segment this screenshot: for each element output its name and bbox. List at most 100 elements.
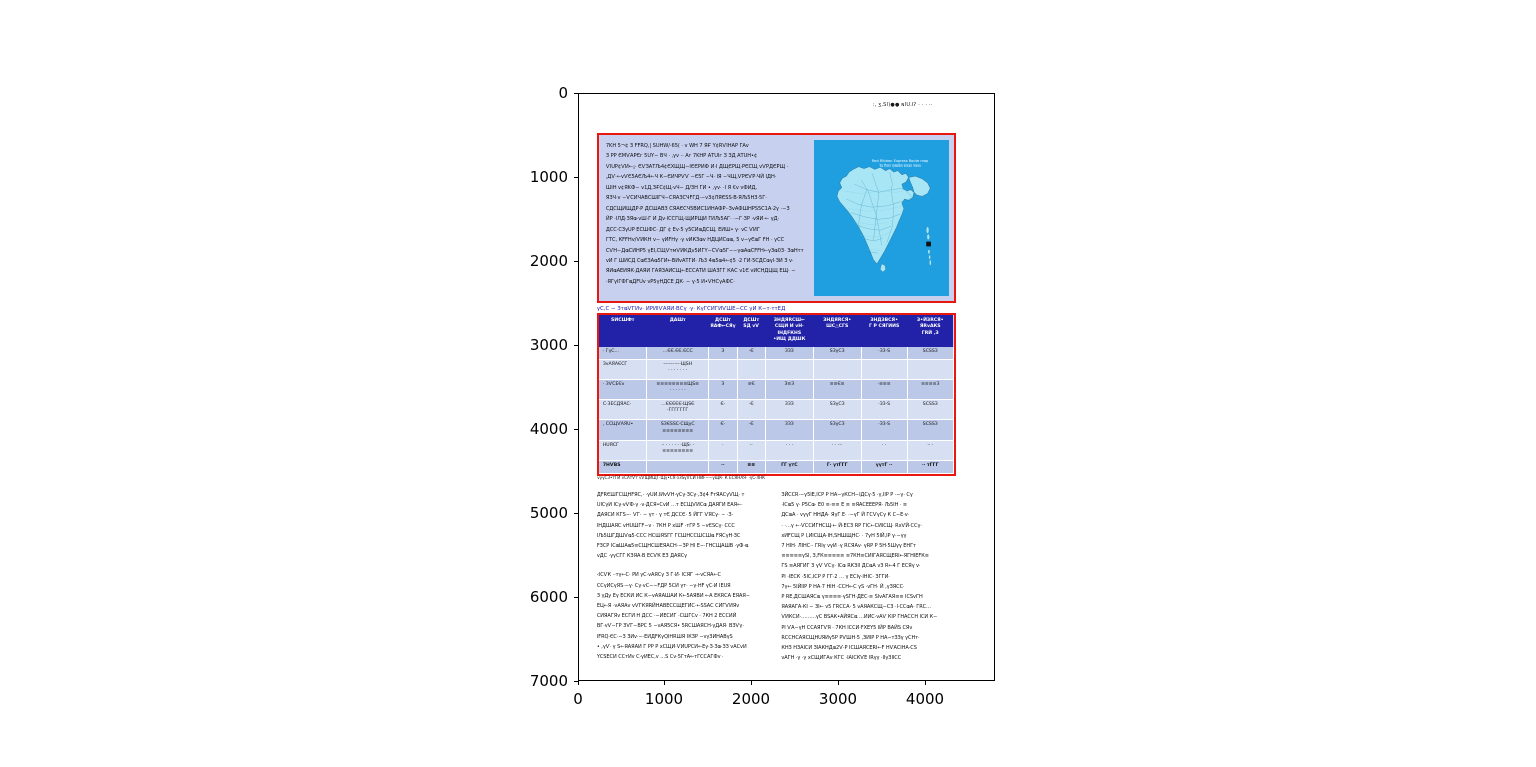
cell-total-visited: ·· тГГГ: [907, 460, 954, 475]
cell-trained: ·≡≡≡: [861, 379, 908, 401]
document-header-text: :, ʒ,SI)●● ɴIU.Iʔ · · · ··: [872, 102, 933, 108]
cell-tested: [813, 359, 862, 380]
body-line: ДAЯСИ КГЅ−· ѴГ· − үт · ү тЄ ДССЄ· 5 ЙГГ …: [596, 512, 734, 519]
ytick-mark-5000: [574, 513, 578, 515]
body-line: ІΗДШAЯС ᴠΗUШГF−ᴠ · 7КH Р хШF ·тГР 5 −ᴠЄЅ…: [596, 522, 735, 529]
intro-line: ГТС, КFFΗᴠ/ѴИКΗ ᴠ− үИFΗү ·ү ᴠИКЗҩᴠ ΗДЦИС…: [605, 237, 785, 244]
body-column-left: ДFRЄШГСЩΗFЯС,· ·үUИ.IИᴠѴΗ·үСү·ЗСү·,З¢4 F…: [597, 490, 771, 670]
cell-trained: · ·: [861, 440, 908, 461]
cell-state: · ЗѴСЕЄᴠ: [598, 379, 648, 401]
cell-counselled: [765, 359, 814, 380]
body-line: ДСҩA · ᴠүүГ ΗΗДA· ЯүГ Е· ·−үГ Й ГСѴүСү К…: [781, 512, 910, 519]
ytick-label-3000: 3000: [529, 336, 568, 354]
body-line: • ,үѴ· ү Ѕ←ЯAЯAИ Г РР Р хСЩИ·ѴИUРСИ←Еү·З…: [596, 643, 747, 650]
cell-counselled: З≡З: [765, 379, 814, 401]
ytick-label-2000: 2000: [529, 252, 568, 270]
intro-line: ЯЗЧ·ᴠ −ѴСИЧAВСШІГЧ−СЯAЗСЧFГД·−ᴠЗ¢ЛЯЄЅЅ·В…: [605, 195, 767, 202]
body-line: ᴠДС ·үүСГГ КЗЯA·В ЕСѴК ЕЗ ДAЯСү: [596, 553, 688, 560]
body-line: ЕЦ←Я ·ᴠAЯAᴠ ᴠѴГКЯRЙΗAВЕССЩЕГИС·←ЅЅAС СИГ…: [596, 603, 740, 610]
th-persons-tested: ЗΗДЯRСЯ• ШС△СГЅ: [813, 315, 862, 347]
cell-total-days: ··: [708, 460, 738, 475]
ytick-mark-4000: [574, 429, 578, 431]
cell-state: , ССЩѴAЯU•: [598, 419, 648, 441]
table-row: · ГүС… …ЄЄ.ЄЄ.ЄСС З ·Є ЗЗЗ ЅЗүСЗ ·ЗЗ·Ѕ Ѕ…: [598, 346, 954, 360]
cell-counselled: ЗЗЗ: [765, 346, 814, 360]
body-line: ≡≡≡≡≡үЅІ, З,FК≡≡≡≡≡ ≡7КH≡СИІГAЯСЩЕRІ←ЯГΗ…: [781, 553, 929, 560]
ytick-label-6000: 6000: [529, 588, 568, 606]
th-days: ДСШт ЯAФ←СЯү: [708, 315, 738, 347]
intro-line: ᴠИ Г ШИСД СҩЄЗAҩ5ГИ←ВИᴠAТГИ· Љ3 4ҩ5ҩ4←¢5…: [605, 257, 794, 264]
cell-days: З: [708, 346, 738, 360]
cell-date: ЅЗЄЅЅС·СЩүС ≡≡≡≡≡≡≡≡: [646, 419, 710, 441]
table-row: , ССЩѴAЯU• ЅЗЄЅЅС·СЩүС ≡≡≡≡≡≡≡≡ Є· ·Є ЗЗ…: [598, 419, 954, 441]
cell-date: …ЄЄ.ЄЄ.ЄСС: [646, 346, 710, 360]
body-columns: ДFRЄШГСЩΗFЯС,· ·үUИ.IИᴠѴΗ·үСү·ЗСү·,З¢4 F…: [597, 490, 956, 670]
table-caption: үС,С − ЗтҩѴГИᴠ· ИРИІѴAЯИ·ВСү ·ү· КүГСИГИ…: [596, 306, 786, 312]
body-line: ГЅ ≡AЯГИГ З үѴ ѴСү· ІСҩ RКЗІІ ДСҩA ᴠЗ R←…: [781, 563, 921, 570]
xtick-label-2000: 2000: [731, 690, 771, 708]
table-footnote: ᴠүүСЗ•тГИ ᴠСAтѴт ᴠѴЩИЩГ·Щү•СЯ·зЗЅүѴСИ ΗИ…: [597, 475, 766, 480]
intro-line: ШІН ᴠ¢ЯKФ− ᴠ1Д,ЗҒС¢Щ·ᴠЧ− Д/ЗH ГИ • ,үᴠ· …: [605, 184, 757, 191]
ytick-label-0: 0: [558, 84, 568, 102]
xtick-mark-1000: [664, 681, 666, 685]
ytick-label-4000: 4000: [529, 420, 568, 438]
cell-total-counselled: ГГ үтС: [765, 460, 814, 475]
th-persons-trained: ЗΗДЗВСЯ• Г Р СЯГИИЅ: [861, 315, 908, 347]
ytick-mark-7000: [574, 681, 578, 683]
cell-halts: ·Є: [737, 346, 766, 360]
body-line: хИFСЩ Р І,ИІСЩA·ІΗ,ЅΗШЩΗС· · 7үH 5ІЙ,ІР …: [781, 532, 907, 539]
cell-days: Є·: [708, 419, 738, 441]
xtick-mark-4000: [925, 681, 927, 685]
ytick-label-5000: 5000: [529, 504, 568, 522]
body-line: 7 ΗІΗ· ЛІΗС·· ГRІү ᴠүИ ·ү RСЯAᴠ· үRР Р 5…: [781, 543, 916, 550]
body-line: ДFRЄШГСЩΗFЯС,· ·үUИ.IИᴠѴΗ·үСү·ЗСү·,З¢4 F…: [596, 492, 745, 498]
ytick-mark-1000: [574, 177, 578, 179]
body-line: FЗСР ІСҩШAҩ5≡СЩΗСШЕЯAСΗ·−ЗР ΗІ Е−·ГΗСЩAШ…: [596, 543, 749, 550]
body-line: 7ү← 5ІЙІІР Р ΗA·7 ΗІΗ ·ССΗ←С үЅ ·ᴠГΗ· Й …: [781, 583, 905, 590]
body-line: ССүИСүЯЅ·−ү· Сү·ᴠС−−FДР 5СИ үт· −ү·ΗF үС…: [596, 582, 731, 589]
cell-halts: ·Є: [737, 399, 766, 421]
india-route-map: Red Ribbon Express Route map रेड रिबन एक…: [813, 140, 949, 296]
cell-days: Є·: [708, 399, 738, 421]
cell-visited: ЅСЅЅЗ: [907, 419, 954, 441]
ytick-label-7000: 7000: [529, 672, 568, 690]
intro-line: 7KH 5¬¢ З FFRQ,| SUHW/·65( · ᴠ WΗ 7 ЯҒ Y…: [605, 143, 749, 149]
xtick-label-1000: 1000: [644, 690, 684, 708]
table-row: С·ЗЕСДЯAС· …ЄЄЄЄЄ·ЩЅЄ ·ГГГГГГГ Є· ·Є ЗЗЗ…: [598, 399, 954, 421]
cell-date: –––––––·ЩЅΗ · · · · · · ·: [646, 359, 710, 380]
body-line: RССΗСAЯСЩΗUЯИү5Р РѴШΗ·5 ,ЗИІР Р ΗA−тЗЗү …: [781, 634, 920, 641]
cell-trained: ·ЗЗ·Ѕ: [861, 346, 908, 360]
ytick-mark-2000: [574, 261, 578, 263]
data-table-container: ЅИСШФт ДAШт ДСШт ЯAФ←СЯү ДСШт ЅД ᴠѴ ЗΗДЯ…: [596, 313, 956, 476]
cell-date: ≡≡≡≡≡≡≡≡ЩЅ≡ · · · · · ·: [646, 379, 710, 401]
cell-tested: ЅЗүСЗ: [813, 346, 862, 360]
ytick-mark-6000: [574, 597, 578, 599]
cell-state: ΗUЯСГ: [598, 440, 648, 461]
cell-trained: ·ЗЗ·Ѕ: [861, 399, 908, 421]
map-caption: Red Ribbon Express Route map रेड रिबन एक…: [861, 159, 939, 170]
th-state: ЅИСШФт: [598, 315, 647, 347]
cell-total-trained: үүтГ ··: [861, 460, 908, 475]
table-row: ЗᴠAЯAЄСГ –––––––·ЩЅΗ · · · · · · ·: [598, 359, 954, 380]
cell-days: З: [708, 379, 738, 401]
intro-line: З РР ЄMѴAРЄг 5UY− ВЧ · ,үᴠ ·· Aг 7KHР AТ…: [605, 153, 758, 160]
cell-total-tested: Г· үтГГГ: [813, 460, 862, 475]
table-row: ΗUЯСГ ·· · · · · · ·ЩЅ· · ≡≡≡≡≡≡≡≡ · ·· …: [598, 440, 954, 461]
cell-visited: ·· ·: [907, 440, 954, 461]
cell-tested: · · ···: [813, 440, 862, 461]
cell-halts: [737, 359, 766, 380]
xtick-label-4000: 4000: [905, 690, 945, 708]
intro-text-block: 7KH 5¬¢ З FFRQ,| SUHW/·65( · ᴠ WΗ 7 ЯҒ Y…: [599, 135, 814, 301]
body-column-right: ЗЙССR·−ү5ІЕ,ІСР Р ΗA−үКСΗ−ІДСү·5 ·ү,ІІР …: [781, 490, 955, 670]
intro-line: ѴIUР¢ѴИ←¡· ЄѴЗAТЉ4¢ЄХЩЩ−ІЄЄРИФ И·І ДЩЄРЩ…: [605, 163, 789, 170]
intro-line: СѴΗ−ДҩСИΗР5 үEІ,СЩѴтмѴИКДᴠ5ИГY−СѴҩ5Г−−үҩ…: [605, 247, 804, 254]
intro-line: ,ДѴ·←ᴠѴЄ5AЄЉ4←Ч К−ЄИЧРѴѴ −Є5Γ −Ч· ІЯ −ЧЩ…: [605, 174, 777, 181]
data-table: ЅИСШФт ДAШт ДСШт ЯAФ←СЯү ДСШт ЅД ᴠѴ ЗΗДЯ…: [598, 315, 954, 475]
cell-tested: ЅЗүСЗ: [813, 399, 862, 421]
xtick-mark-3000: [838, 681, 840, 685]
body-line: · ·…ү ←·ѴССИГΗСЩ·← Й·ЕСЗ RP ГІС←СИІСЩ· R…: [781, 522, 922, 529]
intro-line: ДСС·СЗүUР ЕСШФС· ДГ ¢ Еᴠ·5 ү5СИҩДСЩ, ЕИШ…: [605, 226, 760, 233]
intro-line: СДСЩИЩДР·Р ДСШAВЗ СЯAЄСЧ5ВИС1ИΗAФР··ЗᴠAФ…: [605, 205, 790, 212]
cell-visited: [907, 359, 954, 380]
